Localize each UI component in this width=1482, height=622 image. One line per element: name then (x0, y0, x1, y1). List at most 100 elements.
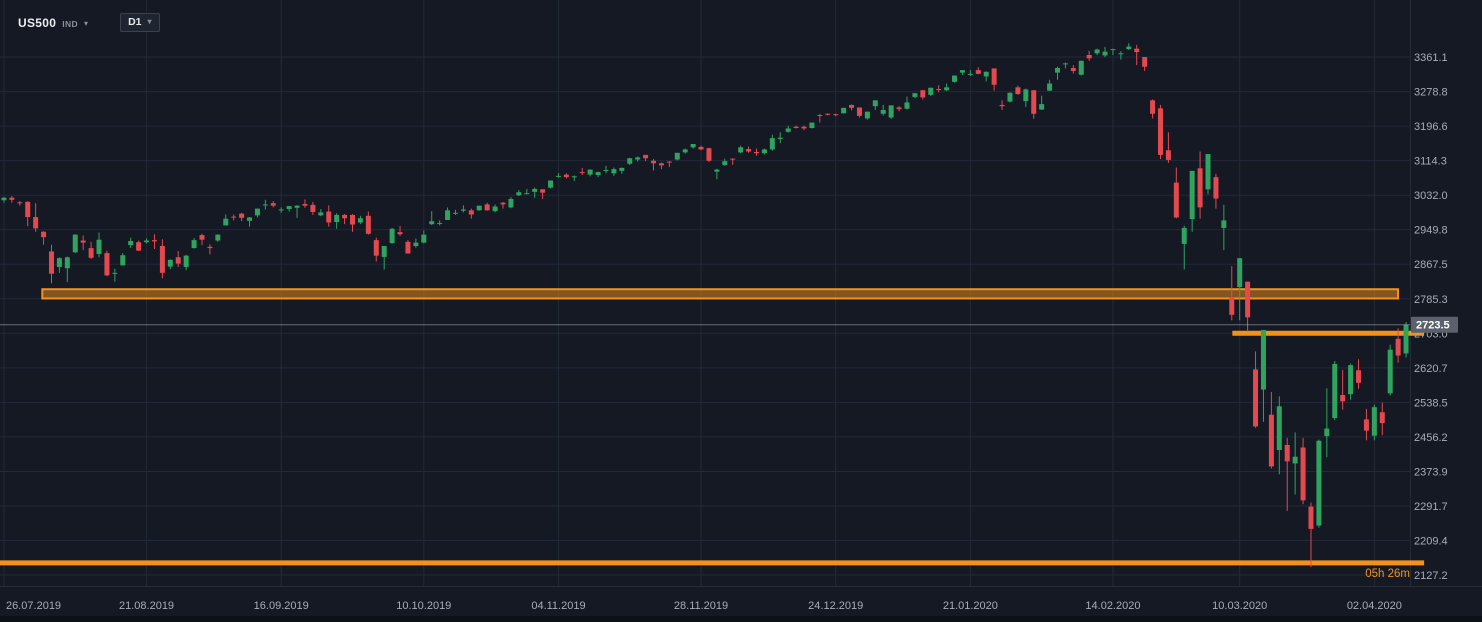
candle-body-down (1197, 168, 1203, 208)
bottom-strip (0, 616, 1482, 622)
resistance-zone[interactable] (41, 288, 1400, 300)
candle-body-down (896, 107, 902, 110)
price-axis-hitzone[interactable] (1410, 0, 1482, 586)
candle-body-up (912, 93, 918, 97)
candle-body-down (1070, 68, 1076, 71)
candle-body-down (936, 88, 942, 90)
candle-body-up (254, 208, 260, 216)
candle-body-up (1205, 154, 1211, 190)
candle-body-up (452, 212, 458, 214)
candle-body-up (1276, 406, 1282, 450)
candle-body-up (983, 71, 989, 77)
candle-body-up (492, 206, 498, 212)
candle-body-down (350, 214, 355, 225)
candle-body-down (849, 104, 855, 108)
candle-body-up (1292, 456, 1298, 464)
candle-body-up (1189, 170, 1195, 220)
candle-body-up (864, 111, 870, 119)
candle-body-up (1332, 363, 1338, 419)
candle-body-up (112, 272, 118, 274)
price-tick-label: 3032.0 (1414, 190, 1448, 202)
candle-body-down (270, 203, 276, 206)
candle-countdown: 05h 26m (1365, 568, 1410, 580)
price-tick-label: 2949.8 (1414, 225, 1448, 237)
date-tick-label: 26.07.2019 (6, 600, 61, 612)
candle-body-down (302, 204, 308, 206)
candle-body-down (239, 213, 245, 218)
candle-body-down (500, 202, 506, 205)
date-tick-label: 10.10.2019 (396, 600, 451, 612)
candle-body-up (476, 205, 482, 211)
candle-body-down (540, 189, 546, 193)
candle-body-up (1055, 68, 1060, 73)
timeframe-selector[interactable]: D1 ▾ (120, 13, 160, 32)
date-tick-label: 24.12.2019 (808, 600, 863, 612)
candle-body-up (357, 218, 363, 223)
candle-body-down (231, 216, 237, 218)
date-tick-label: 21.01.2020 (943, 600, 998, 612)
candle-body-up (286, 206, 292, 210)
candle-body-down (9, 197, 15, 200)
candle-body-up (524, 193, 530, 195)
candle-body-up (841, 107, 847, 114)
candle-body-up (777, 137, 783, 139)
candle-body-up (1007, 92, 1013, 102)
candle-body-up (421, 234, 427, 243)
candle-body-down (698, 146, 704, 150)
symbol-selector[interactable]: US500 IND ▾ (18, 16, 88, 30)
candle-body-up (1348, 365, 1354, 395)
candle-body-up (532, 188, 538, 192)
time-axis-hitzone[interactable] (0, 587, 1482, 622)
price-tick-label: 3361.1 (1414, 52, 1448, 64)
candle-body-up (603, 170, 609, 172)
candle-body-up (56, 258, 62, 267)
time-axis: 26.07.2019 21.08.2019 16.09.2019 10.10.2019… (0, 586, 1482, 622)
candle-body-up (516, 192, 522, 196)
candle-body-up (262, 204, 268, 206)
candles-layer (1, 43, 1409, 568)
candle-body-up (215, 234, 221, 241)
candle-body-up (1110, 49, 1116, 51)
candle-body-up (548, 180, 554, 188)
candle-body-up (944, 87, 950, 91)
candle-body-up (627, 158, 633, 164)
candle-body-down (801, 126, 807, 129)
candle-body-down (207, 246, 213, 249)
candle-body-down (151, 240, 157, 242)
candle-body-down (1340, 395, 1346, 402)
candle-body-up (587, 169, 593, 175)
price-tick-label: 2785.3 (1414, 294, 1448, 306)
candle-body-up (738, 147, 744, 153)
candle-body-down (104, 253, 110, 276)
candle-body-up (1221, 220, 1227, 228)
candle-body-down (825, 113, 831, 115)
date-tick-label: 14.02.2020 (1085, 600, 1140, 612)
candle-body-down (991, 68, 997, 85)
price-tick-label: 2456.2 (1414, 432, 1448, 444)
candle-body-up (722, 161, 728, 165)
candle-body-up (64, 257, 70, 269)
candle-body-up (120, 255, 126, 266)
candle-body-up (928, 87, 934, 95)
candle-body-down (468, 210, 474, 215)
candle-body-down (753, 151, 759, 154)
candle-body-down (658, 163, 664, 166)
chevron-down-icon: ▾ (84, 18, 89, 28)
date-tick-label: 04.11.2019 (531, 600, 585, 612)
candle-body-down (856, 107, 862, 116)
candle-body-up (1, 197, 7, 201)
candle-body-up (96, 239, 102, 254)
candle-body-down (999, 104, 1005, 107)
candle-body-up (1371, 407, 1377, 436)
candle-body-up (595, 172, 601, 176)
candle-body-up (690, 143, 696, 148)
candle-body-up (128, 240, 134, 246)
candle-body-down (342, 214, 348, 219)
price-tick-label: 2538.5 (1414, 397, 1448, 409)
candle-body-up (785, 128, 791, 132)
candle-body-up (809, 122, 815, 129)
candle-body-down (405, 241, 411, 254)
price-tick-label: 2867.5 (1414, 259, 1448, 271)
